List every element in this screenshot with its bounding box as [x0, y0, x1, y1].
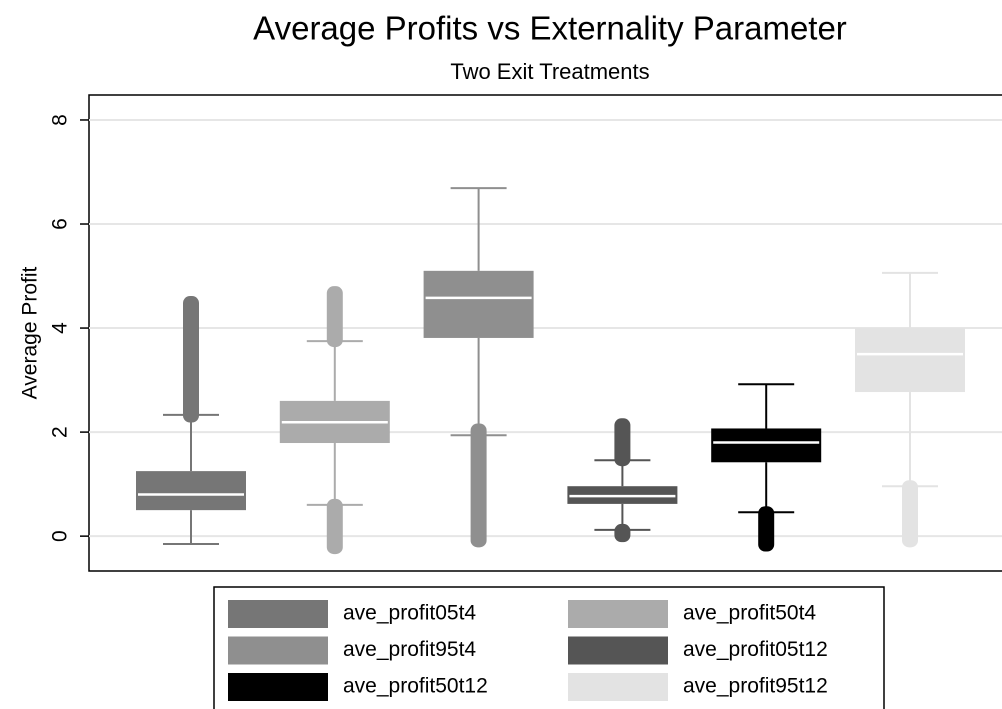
legend-swatch — [228, 673, 328, 701]
y-tick-label: 6 — [49, 218, 72, 230]
outliers — [614, 418, 631, 467]
box — [136, 471, 246, 511]
legend-label: ave_profit95t4 — [343, 638, 476, 661]
legend-box — [213, 586, 885, 709]
legend-swatch — [228, 600, 328, 628]
y-tick-label: 2 — [49, 426, 72, 438]
legend-label: ave_profit05t4 — [343, 602, 476, 625]
outliers — [183, 296, 199, 423]
legend-swatch — [228, 636, 328, 665]
y-axis-label: Average Profit — [19, 266, 42, 399]
legend-label: ave_profit05t12 — [683, 638, 828, 661]
plot-frame — [88, 94, 1002, 572]
outliers — [326, 286, 343, 348]
legend-label: ave_profit50t4 — [683, 602, 816, 625]
legend-label: ave_profit50t12 — [343, 675, 488, 698]
legend-swatch — [568, 673, 668, 701]
y-tick-label: 0 — [49, 530, 72, 542]
box — [423, 270, 534, 338]
legend-swatch — [568, 600, 668, 628]
outliers — [758, 506, 775, 552]
box — [711, 428, 822, 463]
outliers — [614, 523, 631, 543]
chart-title: Average Profits vs Externality Parameter — [253, 10, 847, 47]
chart-subtitle: Two Exit Treatments — [450, 59, 649, 84]
y-tick-label: 8 — [49, 114, 72, 126]
y-tick-label: 4 — [49, 322, 72, 334]
outliers — [902, 480, 918, 548]
box — [855, 328, 965, 393]
legend-swatch — [568, 636, 668, 665]
outliers — [326, 498, 343, 555]
outliers — [470, 423, 487, 548]
legend-label: ave_profit95t12 — [683, 675, 828, 698]
